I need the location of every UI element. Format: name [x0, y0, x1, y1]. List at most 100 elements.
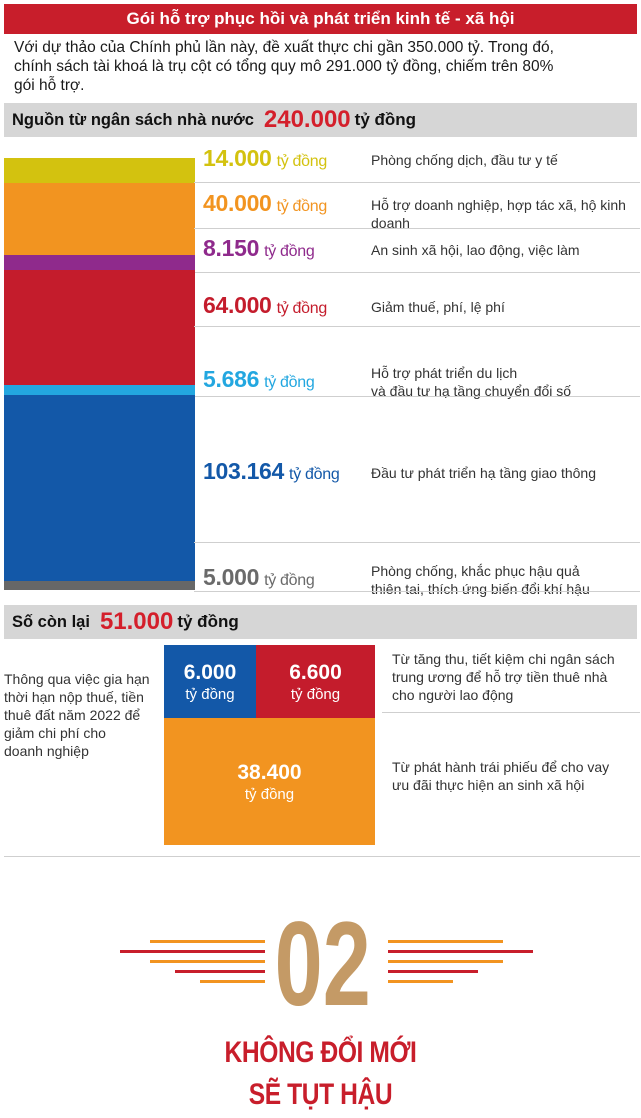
- bar-segment-5: [4, 385, 195, 396]
- category-label-1: Phòng chống dịch, đầu tư y tế: [371, 151, 558, 169]
- intro-line: gói hỗ trợ.: [14, 77, 85, 94]
- value-label-3: 8.150 tỷ đồng: [203, 235, 315, 262]
- value-unit: tỷ đồng: [264, 572, 315, 589]
- value-unit: tỷ đồng: [264, 243, 315, 260]
- decorative-stripe: [200, 980, 265, 983]
- note-line: thời hạn nộp thuế, tiền: [4, 689, 144, 705]
- row-divider: [194, 542, 640, 543]
- row-divider: [194, 326, 640, 327]
- budget-band: Nguồn từ ngân sách nhà nước 240.000 tỷ đ…: [4, 103, 637, 137]
- decorative-stripe: [388, 940, 503, 943]
- row-divider: [194, 591, 640, 592]
- box-value: 6.000: [183, 660, 237, 684]
- divider: [382, 712, 640, 713]
- value-unit: tỷ đồng: [276, 300, 328, 317]
- box-value: 6.600: [289, 660, 342, 684]
- value-label-7: 5.000 tỷ đồng: [203, 564, 315, 591]
- row-divider: [194, 182, 640, 183]
- value-label-5: 5.686 tỷ đồng: [203, 366, 315, 393]
- note-rent-support: Từ tăng thu, tiết kiệm chi ngân sách tru…: [392, 650, 637, 704]
- decorative-stripe: [388, 970, 478, 973]
- decorative-stripe: [388, 980, 453, 983]
- bar-segment-6: [4, 395, 195, 581]
- value-number: 5.000: [203, 564, 260, 590]
- category-label-4: Giảm thuế, phí, lệ phí: [371, 298, 505, 316]
- category-label-line: và đầu tư hạ tầng chuyển đổi số: [371, 383, 572, 399]
- value-unit: tỷ đồng: [276, 198, 328, 215]
- row-divider: [194, 228, 640, 229]
- category-label-5: Hỗ trợ phát triển du lịch và đầu tư hạ tầ…: [371, 364, 571, 400]
- box-unit: tỷ đồng: [290, 685, 341, 703]
- note-line: doanh nghiệp: [4, 743, 89, 759]
- box-rent-support: 6.600 tỷ đồng: [256, 645, 375, 718]
- note-line: Từ phát hành trái phiếu để cho vay: [392, 759, 610, 775]
- decorative-stripe: [150, 960, 265, 963]
- value-unit: tỷ đồng: [289, 466, 340, 483]
- note-line: trung ương để hỗ trợ tiền thuê nhà: [392, 669, 608, 685]
- row-divider: [194, 272, 640, 273]
- note-line: ưu đãi thực hiện an sinh xã hội: [392, 777, 585, 793]
- remainder-label: Số còn lại: [12, 612, 90, 631]
- category-label-6: Đầu tư phát triển hạ tầng giao thông: [371, 464, 596, 482]
- intro-line: chính sách tài khoá là trụ cột có tổng q…: [14, 58, 554, 75]
- row-divider: [194, 396, 640, 397]
- divider: [4, 856, 640, 857]
- category-label-line: Hỗ trợ doanh nghiệp, hợp tác xã, hộ kinh…: [371, 197, 626, 231]
- intro-line: Với dự thảo của Chính phủ lần này, đề xu…: [14, 39, 554, 56]
- box-value: 38.400: [237, 760, 302, 784]
- box-bond-issuance: 38.400 tỷ đồng: [164, 718, 375, 845]
- value-number: 14.000: [203, 145, 272, 171]
- category-label-line: Phòng chống, khắc phục hậu quả: [371, 563, 580, 579]
- value-number: 103.164: [203, 458, 285, 484]
- note-bond-issuance: Từ phát hành trái phiếu để cho vay ưu đã…: [392, 758, 637, 794]
- category-label-line: Giảm thuế, phí, lệ phí: [371, 299, 505, 315]
- note-line: Thông qua việc gia hạn: [4, 671, 150, 687]
- budget-label: Nguồn từ ngân sách nhà nước: [12, 110, 254, 129]
- value-number: 8.150: [203, 235, 260, 261]
- box-unit: tỷ đồng: [185, 685, 235, 703]
- intro-text: Với dự thảo của Chính phủ lần này, đề xu…: [14, 38, 634, 95]
- value-number: 40.000: [203, 190, 272, 216]
- value-label-6: 103.164 tỷ đồng: [203, 458, 340, 485]
- value-label-4: 64.000 tỷ đồng: [203, 292, 327, 319]
- category-label-line: Hỗ trợ phát triển du lịch: [371, 365, 518, 381]
- note-tax-extension: Thông qua việc gia hạn thời hạn nộp thuế…: [4, 670, 164, 760]
- category-label-line: thiên tai, thích ứng biến đổi khí hậu: [371, 581, 590, 597]
- value-unit: tỷ đồng: [264, 374, 315, 391]
- remainder-value: 51.000: [99, 608, 174, 635]
- value-number: 5.686: [203, 366, 260, 392]
- category-label-3: An sinh xã hội, lao động, việc làm: [371, 241, 580, 259]
- budget-unit: tỷ đồng: [354, 110, 417, 129]
- category-label-7: Phòng chống, khắc phục hậu quả thiên tai,…: [371, 562, 590, 598]
- bar-segment-1: [4, 158, 195, 184]
- section-number: 02: [275, 905, 371, 1015]
- section-title-line1: KHÔNG ĐỔI MỚI: [224, 1036, 417, 1069]
- budget-value: 240.000: [263, 106, 351, 133]
- box-unit: tỷ đồng: [244, 785, 295, 803]
- box-tax-extension: 6.000 tỷ đồng: [164, 645, 256, 718]
- category-label-line: An sinh xã hội, lao động, việc làm: [371, 242, 580, 258]
- value-number: 64.000: [203, 292, 272, 318]
- value-label-2: 40.000 tỷ đồng: [203, 190, 327, 217]
- category-label-line: Đầu tư phát triển hạ tầng giao thông: [371, 465, 596, 481]
- decorative-stripe: [175, 970, 265, 973]
- decorative-stripe: [388, 950, 533, 953]
- note-line: giảm chi phí cho: [4, 725, 106, 741]
- decorative-stripe: [150, 940, 265, 943]
- value-unit: tỷ đồng: [276, 153, 328, 170]
- infographic-title: Gói hỗ trợ phục hồi và phát triển kinh t…: [4, 4, 637, 34]
- remainder-unit: tỷ đồng: [177, 612, 239, 631]
- note-line: Từ tăng thu, tiết kiệm chi ngân sách: [392, 651, 615, 667]
- bar-segment-7: [4, 581, 195, 590]
- category-label-line: Phòng chống dịch, đầu tư y tế: [371, 152, 558, 168]
- bar-segment-4: [4, 269, 195, 386]
- category-label-2: Hỗ trợ doanh nghiệp, hợp tác xã, hộ kinh…: [371, 196, 641, 232]
- note-line: thuê đất năm 2022 để: [4, 707, 141, 723]
- section-title-line2: SẼ TỤT HẬU: [248, 1078, 393, 1111]
- decorative-stripe: [388, 960, 503, 963]
- remainder-band: Số còn lại 51.000 tỷ đồng: [4, 605, 637, 639]
- section-number-graphic: 02: [275, 905, 371, 1015]
- decorative-stripe: [120, 950, 265, 953]
- bar-segment-2: [4, 183, 195, 256]
- note-line: cho người lao động: [392, 687, 514, 703]
